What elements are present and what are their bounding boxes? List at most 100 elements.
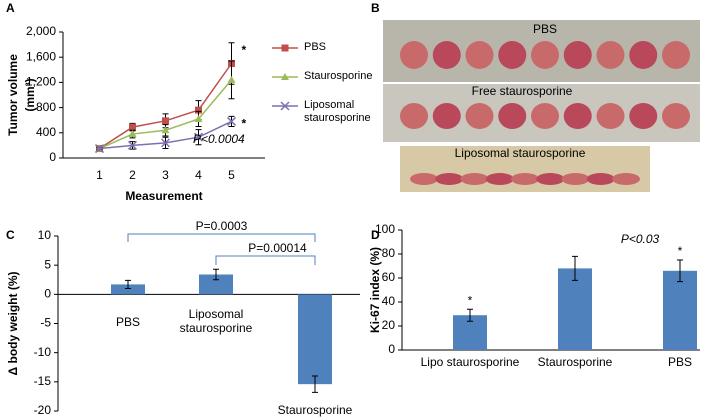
bracket — [127, 233, 316, 242]
annotation: * — [242, 43, 247, 57]
y-tick-label: 60 — [382, 270, 396, 284]
panel-label: B — [371, 1, 380, 15]
tumor — [511, 173, 539, 185]
legend-marker — [281, 44, 289, 52]
legend-marker — [280, 101, 290, 111]
annotation: P<0.03 — [621, 232, 660, 246]
bar — [199, 274, 233, 295]
error-bar — [677, 259, 683, 283]
y-tick-label: 100 — [375, 222, 395, 236]
legend-label: Staurosporine — [304, 70, 373, 82]
x-tick-label: 5 — [228, 168, 235, 182]
photo-label: Free staurosporine — [472, 84, 573, 98]
error-bar — [467, 308, 473, 322]
x-tick-label: 3 — [162, 168, 169, 182]
marker — [227, 75, 236, 83]
x-axis-label: Measurement — [125, 189, 202, 203]
error-bar — [125, 279, 131, 289]
error-bar — [312, 375, 318, 393]
tumor — [561, 173, 590, 185]
y-tick-label: 1,600 — [26, 49, 56, 63]
y-tick-label: 80 — [382, 246, 396, 260]
marker — [128, 130, 137, 138]
y-tick-label: 10 — [38, 228, 52, 242]
tumor — [563, 103, 592, 129]
annotation: P<0.0004 — [193, 132, 245, 146]
x-tick-label: 1 — [96, 168, 103, 182]
tumor — [432, 41, 461, 69]
annotation: P=0.00014 — [248, 241, 307, 255]
tumor — [662, 103, 690, 129]
tumor — [662, 41, 690, 69]
marker — [94, 144, 105, 154]
y-tick-label: 20 — [382, 318, 396, 332]
tumor — [536, 173, 565, 185]
y-tick-label: 1,200 — [26, 75, 56, 89]
y-tick-label: 0 — [388, 342, 395, 356]
x-tick-label: 2 — [129, 168, 136, 182]
marker — [194, 114, 203, 122]
annotation: * — [468, 293, 473, 307]
tumor — [629, 103, 658, 129]
photo-label: PBS — [533, 22, 557, 36]
legend-marker — [281, 73, 289, 80]
marker — [193, 132, 204, 142]
y-axis-label: Tumor volume — [6, 54, 20, 136]
marker — [195, 106, 202, 114]
error-bar — [213, 268, 219, 281]
tumor — [531, 41, 559, 69]
y-tick-label: 400 — [36, 125, 56, 139]
tumor — [435, 173, 464, 185]
tumors — [400, 41, 690, 185]
panel-label: D — [371, 228, 380, 242]
y-tick-label: 5 — [44, 257, 51, 271]
tumor — [612, 173, 640, 185]
bar — [558, 268, 592, 350]
bracket — [215, 255, 316, 265]
x-tick-label: Staurosporine — [537, 355, 613, 369]
marker — [161, 126, 170, 134]
x-tick-label: Staurosporine — [277, 403, 353, 417]
bar — [111, 284, 145, 295]
y-axis-label: Δ body weight (%) — [6, 272, 20, 376]
x-tick-label: PBS — [667, 355, 692, 369]
x-tick-label: Liposomal staurosporine — [179, 307, 253, 335]
y-axis-label: Ki-67 index (%) — [368, 247, 382, 333]
annotation: * — [242, 117, 247, 131]
legend-label: Liposomal staurosporine — [304, 99, 371, 124]
y-tick-label: -20 — [34, 403, 52, 417]
tumor — [400, 103, 428, 129]
photo-label: Liposomal staurosporine — [455, 146, 586, 160]
y-tick-label: 0 — [44, 287, 51, 301]
bar — [298, 294, 332, 385]
y-tick-label: -5 — [40, 316, 51, 330]
annotation: P=0.0003 — [196, 219, 248, 233]
tumor — [465, 103, 494, 129]
y-tick-label: 800 — [36, 100, 56, 114]
tumor — [563, 41, 592, 69]
bar — [663, 270, 697, 350]
marker — [129, 123, 136, 131]
tumor — [400, 41, 428, 69]
tumor — [460, 173, 489, 185]
tumor — [485, 173, 514, 185]
tumor — [629, 41, 658, 69]
y-tick-label: 40 — [382, 294, 396, 308]
x-tick-label: Lipo staurosporine — [420, 355, 520, 369]
annotation: * — [678, 244, 683, 258]
y-tick-label: -10 — [34, 345, 52, 359]
y-tick-label: 0 — [49, 150, 56, 164]
y-tick-label: -15 — [34, 374, 52, 388]
marker — [226, 116, 237, 126]
photo — [383, 20, 700, 192]
error-bar — [572, 255, 578, 281]
x-tick-label: PBS — [115, 315, 140, 329]
marker — [127, 140, 138, 150]
tumor — [596, 41, 625, 69]
tumor — [432, 103, 461, 129]
tumor — [465, 41, 494, 69]
y-tick-label: 2,000 — [26, 24, 56, 38]
marker — [160, 138, 171, 148]
